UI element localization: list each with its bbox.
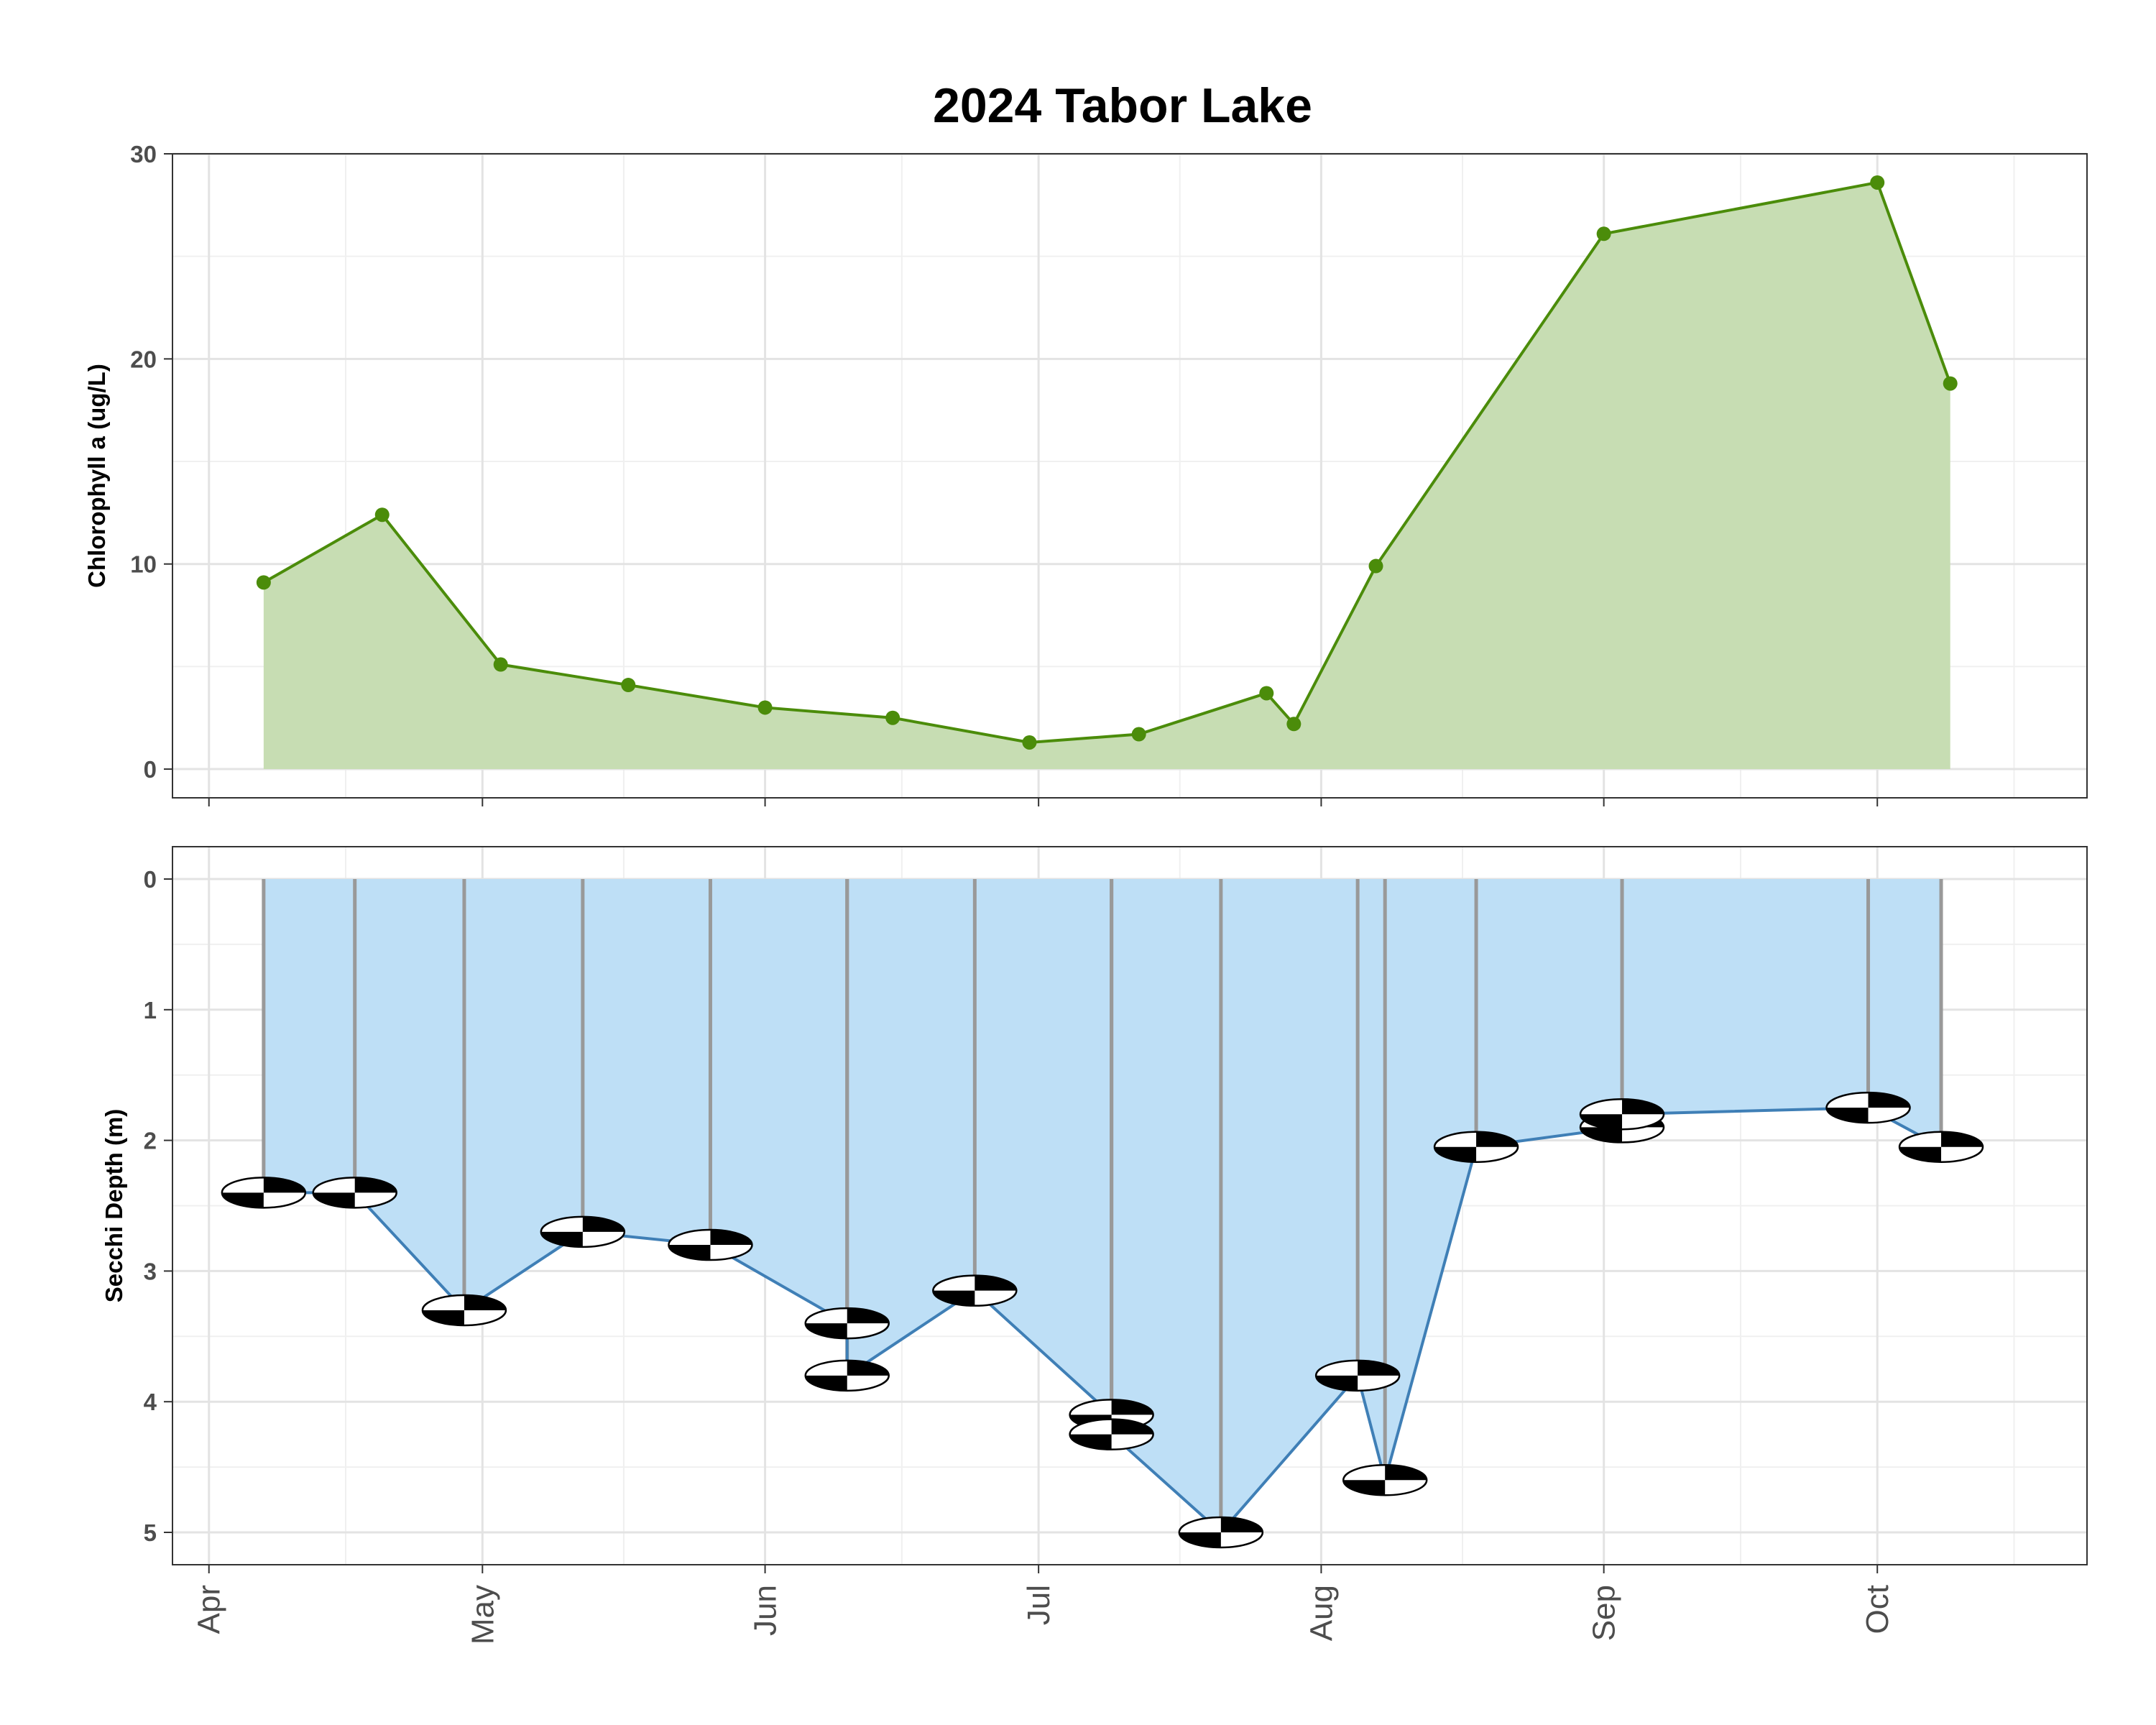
secchi-disk [1069,1418,1154,1450]
secchi-disk [421,1294,507,1327]
secchi-disk [668,1228,753,1261]
secchi-y-tick-label: 2 [144,1128,157,1154]
chlorophyll-point [1131,727,1146,742]
x-tick-label: Jul [1021,1585,1056,1625]
secchi-disk [1314,1359,1401,1392]
secchi-disk [1342,1464,1428,1496]
x-tick-label: May [465,1585,500,1644]
chlorophyll-point [1368,558,1383,574]
x-tick-label: Apr [192,1585,227,1634]
chlorophyll-point [1596,226,1611,242]
secchi-y-ticks: 0 1 2 3 4 5 [144,866,172,1546]
chlorophyll-y-tick-label: 20 [130,346,157,372]
secchi-disk [312,1177,397,1209]
secchi-disk [1898,1131,1984,1163]
secchi-area [263,879,1942,1532]
secchi-disk [932,1274,1018,1307]
secchi-y-tick-label: 5 [144,1519,157,1546]
x-tick-label: Oct [1860,1585,1895,1634]
secchi-y-tick-label: 3 [144,1258,157,1284]
chlorophyll-point [621,678,636,693]
chlorophyll-points [256,175,1958,750]
secchi-cables [262,879,1943,1532]
chlorophyll-panel-border [172,153,2088,799]
secchi-disk [1825,1091,1911,1124]
chlorophyll-y-tick-label: 0 [144,756,157,783]
chlorophyll-y-tick-label: 10 [130,551,157,578]
chlorophyll-point [1870,175,1885,190]
x-tick-label: Sep [1587,1585,1622,1641]
chlorophyll-y-tick-label: 30 [130,141,157,167]
chlorophyll-x-ticks [208,798,1879,806]
secchi-y-tick-label: 4 [144,1389,157,1415]
secchi-disk [804,1359,890,1392]
chlorophyll-y-ticks: 0 10 20 30 [130,141,172,783]
secchi-panel: 0 1 2 3 4 5 Apr May Jun Jul Aug Sep Oct Secchi Dept… [101,846,2088,1644]
chlorophyll-panel: 0 10 20 30 Chlorophyll a (ug/L) [83,141,2088,806]
secchi-y-tick-label: 0 [144,866,157,893]
secchi-disk [221,1177,307,1209]
chlorophyll-point [1259,686,1274,701]
chlorophyll-point [493,657,508,672]
chlorophyll-point [1943,376,1958,391]
chlorophyll-y-axis-label: Chlorophyll a (ug/L) [83,364,110,588]
chlorophyll-point [1022,735,1037,750]
secchi-panel-border [172,846,2088,1565]
secchi-disk [1433,1131,1519,1163]
secchi-disk [1178,1516,1264,1549]
chlorophyll-point [374,507,390,523]
secchi-disk [804,1307,890,1340]
secchi-disk [540,1215,626,1248]
x-tick-label: Jun [748,1585,783,1636]
secchi-y-tick-label: 1 [144,997,157,1024]
chlorophyll-point [256,575,271,590]
chlorophyll-point [885,710,900,725]
chlorophyll-area [263,182,1950,770]
chart-title: 2024 Tabor Lake [933,78,1312,133]
x-tick-label: Aug [1304,1585,1339,1641]
chlorophyll-point [757,700,773,715]
secchi-y-axis-label: Secchi Depth (m) [101,1109,127,1303]
secchi-x-ticks: Apr May Jun Jul Aug Sep Oct [192,1565,1895,1644]
chlorophyll-line [262,180,1952,744]
secchi-disk [1579,1098,1665,1131]
chlorophyll-point [1286,717,1302,732]
secchi-disks [221,1091,1984,1549]
